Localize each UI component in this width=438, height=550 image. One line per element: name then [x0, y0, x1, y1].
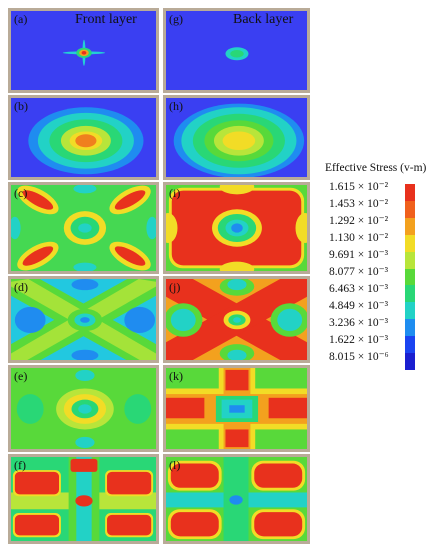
stress-map-j — [166, 279, 307, 360]
stress-map-c — [11, 185, 156, 271]
panel-f: (f) — [8, 454, 159, 544]
panel-label-b: (b) — [14, 99, 28, 113]
legend-value: 1.130 × 10⁻² — [329, 232, 389, 244]
colorbar-segment — [405, 217, 415, 235]
stress-map-g — [166, 11, 307, 90]
stress-map-d — [11, 279, 156, 360]
colorbar-segment — [405, 251, 415, 269]
stress-map-b — [11, 98, 156, 177]
legend-value: 8.015 × 10⁻⁶ — [329, 351, 389, 363]
panel-a: (a) — [8, 8, 159, 93]
colorbar-segment — [405, 268, 415, 286]
legend-value: 6.463 × 10⁻³ — [329, 283, 389, 295]
front-layer-title: Front layer — [75, 12, 137, 27]
stress-map-a — [11, 11, 156, 90]
stress-map-l — [166, 457, 307, 541]
stress-map-f — [11, 457, 156, 541]
panel-label-e: (e) — [14, 369, 28, 383]
legend-value: 1.615 × 10⁻² — [329, 181, 389, 193]
panel-g: (g) — [163, 8, 310, 93]
panel-label-c: (c) — [14, 186, 28, 200]
panel-label-k: (k) — [169, 369, 183, 383]
stress-map-k — [166, 368, 307, 449]
colorbar-segment — [405, 234, 415, 252]
legend-value: 3.236 × 10⁻³ — [329, 317, 389, 329]
panel-i: (i) — [163, 182, 310, 274]
panel-l: (l) — [163, 454, 310, 544]
panel-label-j: (j) — [169, 280, 181, 294]
colorbar-segment — [405, 302, 415, 320]
legend-value: 1.292 × 10⁻² — [329, 215, 389, 227]
panel-h: (h) — [163, 95, 310, 180]
legend-value: 9.691 × 10⁻³ — [329, 249, 389, 261]
colorbar-segment — [405, 319, 415, 337]
colorbar-segment — [405, 184, 415, 201]
legend-title: Effective Stress (v-m) — [325, 162, 427, 174]
panel-label-g: (g) — [169, 12, 183, 26]
legend-value: 4.849 × 10⁻³ — [329, 300, 389, 312]
panel-label-a: (a) — [14, 12, 28, 26]
panel-label-d: (d) — [14, 280, 28, 294]
colorbar-segment — [405, 200, 415, 218]
legend-value: 1.453 × 10⁻² — [329, 198, 389, 210]
panel-b: (b) — [8, 95, 159, 180]
colorbar-segment — [405, 353, 415, 370]
colorbar — [405, 184, 415, 370]
colorbar-segment — [405, 336, 415, 354]
panel-label-l: (l) — [169, 458, 181, 472]
stress-map-i — [166, 185, 307, 271]
back-layer-title: Back layer — [233, 12, 294, 27]
panel-e: (e) — [8, 365, 159, 452]
panel-k: (k) — [163, 365, 310, 452]
panel-d: (d) — [8, 276, 159, 363]
panel-label-i: (i) — [169, 186, 181, 200]
panel-label-f: (f) — [14, 458, 26, 472]
panel-c: (c) — [8, 182, 159, 274]
panel-j: (j) — [163, 276, 310, 363]
stress-map-e — [11, 368, 156, 449]
panel-label-h: (h) — [169, 99, 183, 113]
colorbar-segment — [405, 285, 415, 303]
legend-value: 8.077 × 10⁻³ — [329, 266, 389, 278]
stress-map-h — [166, 98, 307, 177]
legend-value: 1.622 × 10⁻³ — [329, 334, 389, 346]
